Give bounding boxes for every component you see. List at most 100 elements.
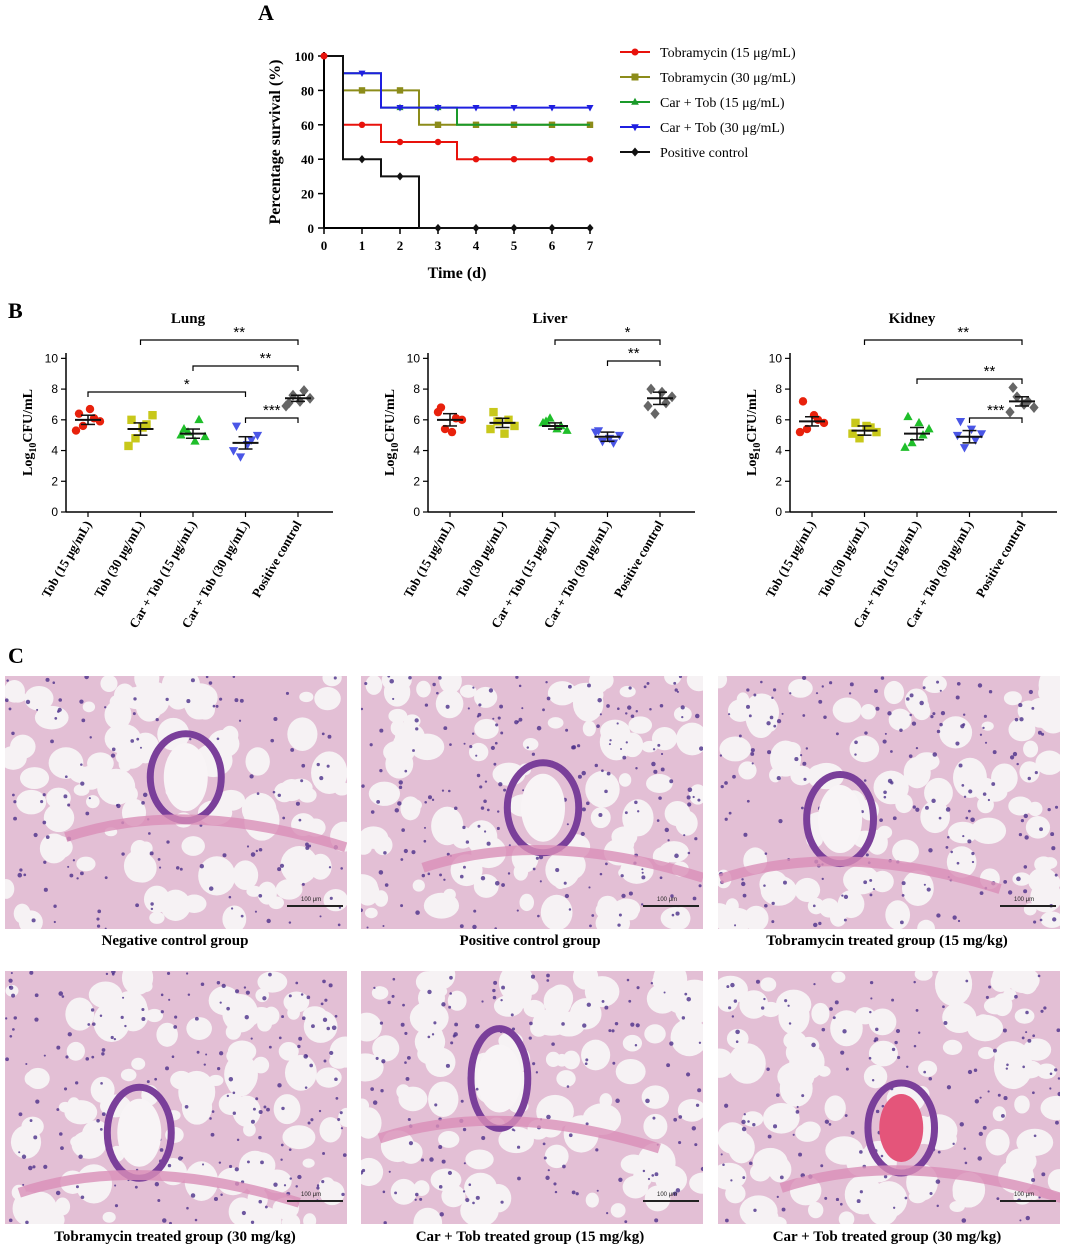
nucleus	[501, 883, 505, 887]
nucleus	[69, 873, 74, 878]
alveolus	[1028, 867, 1058, 894]
alveolus	[726, 1028, 749, 1049]
nucleus	[987, 798, 991, 802]
nucleus	[859, 1150, 863, 1154]
nucleus	[63, 1087, 68, 1091]
nucleus	[415, 1192, 419, 1197]
nucleus	[321, 732, 325, 736]
nucleus	[968, 789, 973, 794]
nucleus	[988, 985, 992, 989]
alveolus	[66, 1041, 85, 1061]
alveolus	[413, 1180, 430, 1196]
nucleus	[720, 784, 724, 789]
nucleus	[979, 733, 983, 736]
nucleus	[695, 1103, 700, 1107]
nucleus	[252, 1107, 256, 1111]
nucleus	[483, 830, 487, 833]
alveolus	[860, 703, 876, 720]
nucleus	[61, 995, 65, 998]
nucleus	[746, 799, 750, 803]
nucleus	[488, 688, 494, 693]
nucleus	[982, 1125, 987, 1130]
nucleus	[308, 844, 312, 848]
alveolus	[186, 1017, 212, 1040]
alveolus	[139, 980, 153, 992]
nucleus	[566, 823, 569, 826]
vessel	[17, 1169, 301, 1208]
nucleus	[104, 927, 107, 929]
nucleus	[945, 845, 949, 849]
nucleus	[697, 1088, 702, 1093]
y-tick-label: 0	[413, 505, 420, 519]
nucleus	[978, 1131, 983, 1137]
nucleus	[471, 732, 475, 735]
nucleus	[879, 818, 883, 823]
nucleus	[338, 906, 342, 909]
data-point	[148, 411, 157, 420]
legend-label: Positive control	[660, 146, 748, 161]
alveolus	[582, 720, 596, 737]
nucleus	[923, 1070, 927, 1074]
nucleus	[842, 1029, 847, 1034]
nucleus	[928, 848, 933, 853]
nucleus	[149, 851, 154, 856]
alveolus	[319, 1117, 342, 1143]
nucleus	[212, 704, 216, 708]
nucleus	[150, 907, 154, 911]
nucleus	[8, 1218, 13, 1223]
nucleus	[945, 807, 951, 812]
alveolus	[664, 800, 691, 827]
nucleus	[404, 1031, 408, 1035]
histology-image: 100 μm	[361, 676, 703, 929]
nucleus	[316, 762, 320, 767]
nucleus	[584, 1062, 588, 1066]
nucleus	[614, 1021, 619, 1026]
nucleus	[636, 986, 640, 990]
nucleus	[249, 774, 254, 779]
data-point	[914, 417, 924, 427]
nucleus	[687, 787, 693, 793]
nucleus	[179, 867, 183, 871]
nucleus	[190, 1193, 196, 1198]
nucleus	[334, 1077, 338, 1082]
nucleus	[970, 817, 975, 823]
nucleus	[295, 1185, 298, 1188]
nucleus	[789, 692, 792, 695]
alveolus	[282, 1125, 316, 1150]
alveolus	[942, 1039, 963, 1055]
nucleus	[634, 800, 638, 805]
nucleus	[486, 808, 490, 812]
data-point	[235, 453, 246, 462]
nucleus	[516, 1145, 521, 1149]
nucleus	[832, 1016, 836, 1020]
alveolus	[917, 919, 935, 929]
legend-marker	[631, 73, 639, 81]
nucleus	[194, 1218, 198, 1222]
nucleus	[472, 686, 475, 689]
nucleus	[1007, 890, 1013, 895]
alveolus	[873, 770, 909, 805]
nucleus	[134, 1185, 138, 1189]
nucleus	[333, 676, 337, 680]
nucleus	[943, 1021, 948, 1026]
nucleus	[503, 788, 507, 792]
alveolus	[830, 1010, 863, 1047]
nucleus	[79, 699, 84, 704]
nucleus	[278, 1036, 282, 1040]
nucleus	[205, 1053, 208, 1056]
nucleus	[13, 800, 17, 804]
y-tick-label: 0	[51, 505, 58, 519]
alveolus	[718, 989, 739, 1012]
nucleus	[105, 972, 109, 976]
alveolus	[585, 770, 620, 808]
nucleus	[542, 1142, 546, 1146]
nucleus	[447, 1170, 453, 1176]
nucleus	[254, 910, 257, 913]
alveolus	[361, 1157, 384, 1187]
nucleus	[751, 762, 754, 765]
y-axis-label: Log10CFU/mL	[745, 389, 763, 476]
nucleus	[968, 809, 971, 813]
nucleus	[379, 769, 383, 773]
alveolus	[268, 896, 284, 910]
nucleus	[642, 1169, 646, 1173]
